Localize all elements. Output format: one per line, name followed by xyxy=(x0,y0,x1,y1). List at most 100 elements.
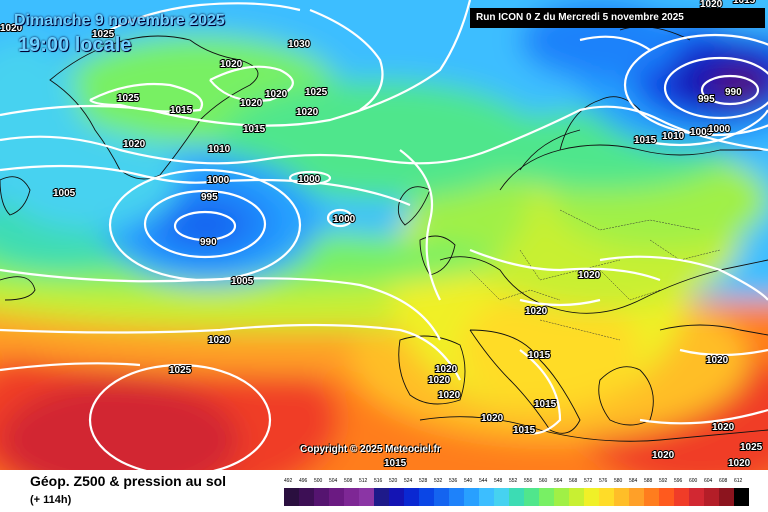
scale-swatch xyxy=(599,488,614,506)
scale-label: 596 xyxy=(674,478,683,484)
scale-swatch xyxy=(644,488,659,506)
scale-swatch xyxy=(284,488,299,506)
scale-label: 548 xyxy=(494,478,503,484)
scale-label: 532 xyxy=(434,478,443,484)
isobar-label: 1025 xyxy=(740,442,763,453)
scale-label: 564 xyxy=(554,478,563,484)
forecast-date: Dimanche 9 novembre 2025 xyxy=(14,12,225,29)
scale-label: 520 xyxy=(389,478,398,484)
scale-swatch xyxy=(524,488,539,506)
isobar-label: 1020 xyxy=(700,0,723,10)
scale-label: 516 xyxy=(374,478,383,484)
isobar-label: 1000 xyxy=(333,214,356,225)
geopotential-field xyxy=(0,0,768,470)
isobar-label: 1020 xyxy=(525,306,548,317)
isobar-label: 1020 xyxy=(706,355,729,366)
isobar-label: 1020 xyxy=(296,107,319,118)
isobar-label: 1015 xyxy=(534,399,557,410)
isobar-label: 1015 xyxy=(384,458,407,469)
isobar-label: 1020 xyxy=(265,89,288,100)
scale-swatch xyxy=(434,488,449,506)
scale-swatch xyxy=(404,488,419,506)
scale-swatch xyxy=(734,488,749,506)
isobar-lines xyxy=(0,0,768,470)
isobar-label: 1020 xyxy=(435,364,458,375)
scale-label: 576 xyxy=(599,478,608,484)
isobar-label: 1020 xyxy=(208,335,231,346)
isobar-label: 1020 xyxy=(712,422,735,433)
scale-label: 552 xyxy=(509,478,518,484)
scale-label: 612 xyxy=(734,478,743,484)
isobar-label: 1015 xyxy=(513,425,536,436)
isobar-label: 1025 xyxy=(92,29,115,40)
isobar-label: 1000 xyxy=(207,175,230,186)
isobar-label: 1015 xyxy=(634,135,657,146)
scale-label: 580 xyxy=(614,478,623,484)
isobar-label: 1030 xyxy=(288,39,311,50)
isobar-label: 990 xyxy=(200,237,217,248)
scale-swatch xyxy=(494,488,509,506)
scale-label: 504 xyxy=(329,478,338,484)
scale-label: 528 xyxy=(419,478,428,484)
isobar-label: 995 xyxy=(201,192,218,203)
isobar-label: 1025 xyxy=(117,93,140,104)
scale-label: 540 xyxy=(464,478,473,484)
scale-label: 500 xyxy=(314,478,323,484)
map-canvas: 1020 1030 1020 1025 1015 1020 1020 1025 … xyxy=(0,0,768,470)
scale-label: 600 xyxy=(689,478,698,484)
isobar-label: 1005 xyxy=(690,127,713,138)
scale-swatch xyxy=(509,488,524,506)
scale-swatch xyxy=(449,488,464,506)
scale-swatch xyxy=(464,488,479,506)
isobar-label: 1025 xyxy=(305,87,328,98)
forecast-time: 19:00 locale xyxy=(18,34,132,56)
color-scale: 492 496 500 504 508 512 516 520 524 528 532 536 540 5… xyxy=(284,478,752,508)
isobar-label: 1020 xyxy=(578,270,601,281)
isobar-label: 1000 xyxy=(708,124,731,135)
scale-swatch xyxy=(344,488,359,506)
scale-label: 572 xyxy=(584,478,593,484)
scale-label: 556 xyxy=(524,478,533,484)
scale-swatch xyxy=(389,488,404,506)
scale-swatch xyxy=(719,488,734,506)
scale-swatch xyxy=(539,488,554,506)
copyright: Copyright © 2025 Meteociel.fr xyxy=(300,444,441,455)
weather-map: 1020 1030 1020 1025 1015 1020 1020 1025 … xyxy=(0,0,768,470)
scale-swatch xyxy=(329,488,344,506)
scale-swatch xyxy=(479,488,494,506)
scale-swatch xyxy=(569,488,584,506)
scale-label: 512 xyxy=(359,478,368,484)
isobar-label: 1000 xyxy=(298,174,321,185)
legend-subtitle: (+ 114h) xyxy=(30,494,72,506)
isobar-label: 1020 xyxy=(728,458,751,469)
scale-label: 592 xyxy=(659,478,668,484)
scale-swatch xyxy=(359,488,374,506)
scale-swatch xyxy=(704,488,719,506)
isobar-label: 1010 xyxy=(208,144,231,155)
scale-swatch xyxy=(299,488,314,506)
isobar-label: 1020 xyxy=(123,139,146,150)
scale-label: 560 xyxy=(539,478,548,484)
scale-swatch xyxy=(659,488,674,506)
isobar-labels: 1020 1030 1020 1025 1015 1020 1020 1025 … xyxy=(0,0,764,470)
isobar-label: 1020 xyxy=(220,59,243,70)
scale-swatch xyxy=(584,488,599,506)
scale-label: 588 xyxy=(644,478,653,484)
isobar-label: 1015 xyxy=(528,350,551,361)
isobar-label: 1020 xyxy=(240,98,263,109)
isobar-label: 1020 xyxy=(438,390,461,401)
scale-label: 568 xyxy=(569,478,578,484)
scale-swatch xyxy=(419,488,434,506)
isobar-label: 1020 xyxy=(652,450,675,461)
scale-swatch xyxy=(614,488,629,506)
scale-label: 608 xyxy=(719,478,728,484)
isobar-label: 1025 xyxy=(169,365,192,376)
scale-label: 508 xyxy=(344,478,353,484)
scale-label: 492 xyxy=(284,478,293,484)
isobar-label: 1020 xyxy=(0,23,23,34)
scale-swatch xyxy=(314,488,329,506)
scale-label: 544 xyxy=(479,478,488,484)
isobar-label: 1020 xyxy=(481,413,504,424)
isobar-label: 990 xyxy=(725,87,742,98)
scale-swatch xyxy=(689,488,704,506)
